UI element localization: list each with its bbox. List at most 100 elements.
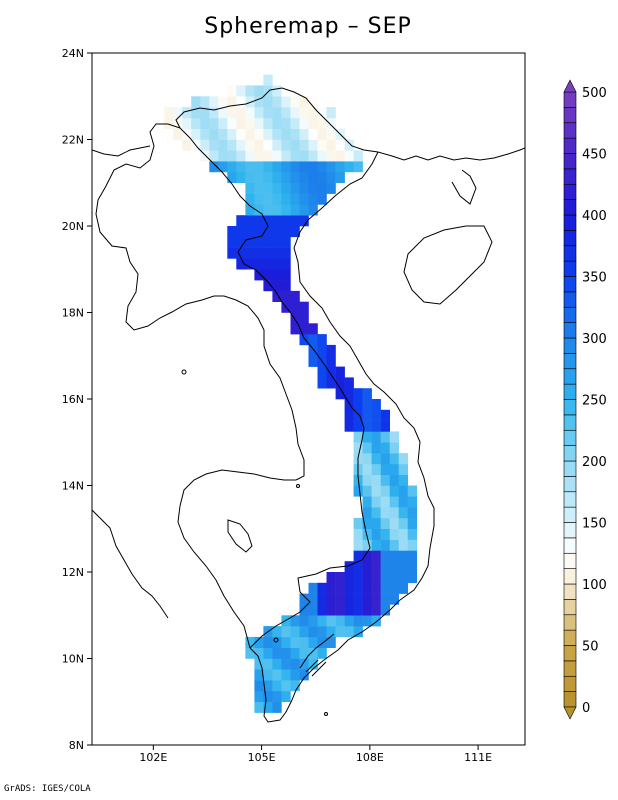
- heatmap-cell: [263, 204, 273, 216]
- heatmap-cell: [308, 334, 318, 346]
- heatmap-cell: [227, 150, 237, 162]
- y-tick-label: 24N: [62, 47, 84, 60]
- heatmap-cell: [254, 150, 264, 162]
- heatmap-cell: [353, 539, 363, 551]
- colorbar-label: 300: [582, 332, 607, 347]
- y-tick-label: 20N: [62, 220, 84, 233]
- colorbar-segment: [563, 383, 577, 400]
- heatmap-cell: [272, 193, 282, 205]
- heatmap-cell: [308, 107, 318, 119]
- heatmap-cell: [371, 593, 381, 605]
- heatmap-cell: [245, 193, 255, 205]
- heatmap-cell: [245, 117, 255, 129]
- coastlines: [92, 87, 525, 723]
- heatmap-cell: [326, 615, 336, 627]
- colorbar-segment: [563, 568, 577, 585]
- heatmap-cell: [236, 161, 246, 173]
- heatmap-cell: [389, 507, 399, 519]
- heatmap-cell: [272, 690, 282, 702]
- heatmap-cell: [371, 474, 381, 486]
- heatmap-cell: [344, 150, 354, 162]
- heatmap-cell: [182, 139, 192, 151]
- heatmap-cell: [398, 453, 408, 465]
- heatmap-cell: [263, 658, 273, 670]
- heatmap-cell: [299, 161, 309, 173]
- heatmap-cell: [353, 161, 363, 173]
- heatmap-cell: [308, 626, 318, 638]
- heatmap-cell: [344, 604, 354, 616]
- heatmap-cell: [245, 247, 255, 259]
- heatmap-cell: [236, 117, 246, 129]
- heatmap-cell: [335, 572, 345, 584]
- heatmap-cell: [389, 496, 399, 508]
- heatmap-cell: [308, 344, 318, 356]
- heatmap-cell: [254, 139, 264, 151]
- phu-quoc-island: [273, 637, 279, 643]
- heatmap-cell: [245, 636, 255, 648]
- heatmap-cell: [281, 193, 291, 205]
- colorbar-segment: [563, 522, 577, 539]
- heatmap-cell: [245, 85, 255, 97]
- heatmap-cell: [209, 139, 219, 151]
- heatmap-cell: [218, 150, 228, 162]
- heatmap-cell: [164, 117, 174, 129]
- heatmap-cell: [398, 496, 408, 508]
- colorbar-label: 450: [582, 148, 607, 163]
- colorbar-segment: [563, 322, 577, 339]
- heatmap-cell: [281, 690, 291, 702]
- heatmap-cell: [326, 572, 336, 584]
- heatmap-cell: [218, 161, 228, 173]
- heatmap-cell: [308, 161, 318, 173]
- cambodia-border: [177, 469, 296, 649]
- heatmap-cell: [254, 96, 264, 108]
- heatmap-cell: [272, 269, 282, 281]
- heatmap-cell: [335, 582, 345, 594]
- heatmap-cell: [263, 269, 273, 281]
- heatmap-cell: [245, 215, 255, 227]
- heatmap-cell: [218, 107, 228, 119]
- heatmap-cell: [317, 377, 327, 389]
- heatmap-cell: [371, 539, 381, 551]
- heatmap-cell: [353, 388, 363, 400]
- heatmap-cell: [308, 117, 318, 129]
- colorbar-segment: [563, 353, 577, 370]
- colorbar-segment: [563, 306, 577, 323]
- heatmap-cell: [272, 280, 282, 292]
- heatmap-cell: [398, 528, 408, 540]
- heatmap-cell: [209, 107, 219, 119]
- heatmap-cell: [272, 204, 282, 216]
- colorbar-label: 100: [582, 578, 607, 593]
- heatmap-cell: [308, 582, 318, 594]
- heatmap-cell: [272, 117, 282, 129]
- colorbar-extend-max: [563, 79, 577, 93]
- heatmap-cell: [299, 107, 309, 119]
- heatmap-cell: [299, 128, 309, 140]
- mekong-mouths: [299, 633, 335, 677]
- heatmap-cell: [236, 247, 246, 259]
- heatmap-cell: [290, 647, 300, 659]
- y-tick-label: 22N: [62, 134, 84, 147]
- heatmap-cell: [326, 171, 336, 183]
- colorbar-segment: [563, 137, 577, 154]
- heatmap-cell: [317, 626, 327, 638]
- heatmap-cell: [263, 139, 273, 151]
- heatmap-cell: [344, 582, 354, 594]
- x-tick-label: 108E: [356, 751, 384, 764]
- axes: 102E 105E 108E 111E 8N 10N 12N 14N 16N 18N 20N 22N 2…: [62, 47, 492, 764]
- heatmap-cell: [299, 334, 309, 346]
- heatmap-cell: [245, 161, 255, 173]
- small-island-2: [296, 484, 300, 488]
- heatmap-cell: [335, 139, 345, 151]
- heatmap-cell: [236, 128, 246, 140]
- heatmap-cell: [263, 701, 273, 713]
- heatmap-cell: [254, 193, 264, 205]
- heatmap-cell: [281, 161, 291, 173]
- heatmap-cell: [335, 377, 345, 389]
- heatmap-cell: [281, 236, 291, 248]
- heatmap-cell: [236, 107, 246, 119]
- heatmap-cell: [245, 236, 255, 248]
- heatmap-cell: [317, 647, 327, 659]
- heatmap-cell: [200, 128, 210, 140]
- heatmap-cell: [236, 139, 246, 151]
- heatmap-cell: [380, 453, 390, 465]
